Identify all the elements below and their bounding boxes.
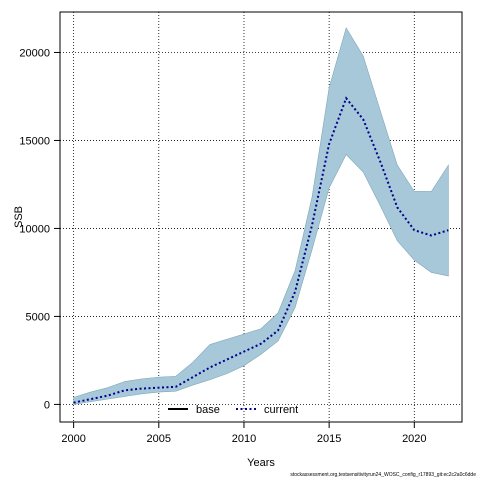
y-tick-label: 10000 bbox=[19, 223, 50, 235]
x-axis: 2000 2005 2010 2015 2020 bbox=[61, 422, 427, 445]
x-tick-label: 2005 bbox=[147, 433, 171, 445]
grid bbox=[60, 12, 462, 422]
y-tick-label: 0 bbox=[44, 399, 50, 411]
legend: base current bbox=[168, 404, 298, 416]
legend-label-base: base bbox=[196, 404, 220, 416]
x-tick-label: 2000 bbox=[61, 433, 85, 445]
series-line-current bbox=[73, 96, 449, 404]
x-tick-label: 2020 bbox=[402, 433, 426, 445]
x-tick-label: 2010 bbox=[232, 433, 256, 445]
source-footnote: stockassessment.org,testsensitivityrun24… bbox=[290, 472, 476, 478]
x-axis-title: Years bbox=[247, 457, 275, 469]
y-tick-label: 15000 bbox=[19, 135, 50, 147]
series-lines bbox=[73, 96, 449, 404]
y-axis-title: SSB bbox=[13, 206, 25, 228]
y-tick-label: 5000 bbox=[26, 311, 50, 323]
plot-frame bbox=[59, 11, 463, 423]
y-tick-label: 20000 bbox=[19, 47, 50, 59]
y-axis: 0 5000 10000 15000 20000 bbox=[19, 47, 60, 411]
confidence-band bbox=[73, 27, 449, 405]
band-current bbox=[73, 27, 449, 405]
x-tick-label: 2015 bbox=[317, 433, 341, 445]
legend-label-current: current bbox=[264, 404, 298, 416]
